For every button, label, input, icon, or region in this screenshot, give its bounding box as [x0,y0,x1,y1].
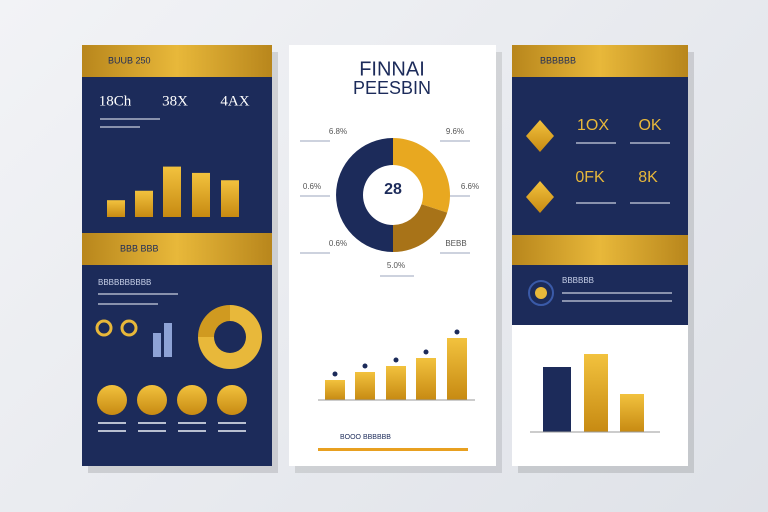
label: 0.6% [329,239,347,248]
text-line [100,118,160,120]
bar [107,200,125,217]
diamond-icon [526,181,554,213]
ring-icon [95,319,113,337]
point [332,371,338,377]
donut-center: 28 [384,181,402,198]
text-line [98,293,178,295]
gold-circle [137,385,167,415]
stat: 1OX [577,117,609,134]
stat: 18Ch [99,93,132,109]
text-line [178,430,206,432]
gold-circle [217,385,247,415]
section-text: BBBBBB [562,276,594,285]
bar [584,354,608,432]
bar [416,358,436,400]
text-line [562,300,672,302]
text-line [178,422,206,424]
text-line [138,422,166,424]
text-line [300,140,330,142]
bar [447,338,467,400]
icon [528,280,554,306]
text-line [576,142,616,144]
section-band [512,235,688,265]
donut-segment [198,305,262,369]
title: FINNAI [359,58,425,80]
bar [163,166,181,217]
label: 6.8% [329,127,347,136]
text-line [100,126,140,128]
text-line [380,275,414,277]
diamond-icon [526,120,554,152]
header-band [82,45,272,77]
bar [543,367,571,432]
point [362,363,368,369]
bar [221,180,239,217]
text-line [300,195,330,197]
label: 5.0% [387,261,405,270]
label: 0.6% [303,182,321,191]
donut-segment [393,204,448,252]
footer: BOOO BBBBBB [340,434,391,441]
point [454,329,460,335]
section-band [82,233,272,265]
donut-segment [336,138,393,252]
stat: OK [638,117,661,134]
text-line [440,140,470,142]
bar [192,172,210,217]
text-line [218,422,246,424]
middle-panel [289,45,496,466]
bar [325,380,345,400]
stat: 8K [638,169,658,186]
text-line [98,422,126,424]
title: PEESBIN [353,78,431,98]
point [423,349,429,355]
bar [355,372,375,400]
section-text: BBB BBB [120,243,159,253]
text-line [440,195,470,197]
point [393,357,399,363]
text-line [630,202,670,204]
text-line [300,252,330,254]
icon [535,287,547,299]
text-line [576,202,616,204]
header-text: BBBBBB [540,55,576,65]
label: BEBB [445,239,466,248]
ring-icon [120,319,138,337]
text-line [138,430,166,432]
header-band [512,45,688,77]
donut-segment [198,305,230,337]
bar [153,333,161,357]
text-line [440,252,470,254]
bar [135,190,153,217]
gold-circle [177,385,207,415]
stat: 0FK [575,169,605,186]
text-line [98,430,126,432]
stat: 4AX [220,93,249,109]
bar [164,323,172,357]
donut-segment [393,138,451,213]
subtitle: BBBBBBBBBB [98,278,151,287]
label: 9.6% [446,127,464,136]
label: 6.6% [461,182,479,191]
gold-circle [97,385,127,415]
text-line [630,142,670,144]
stat: 38X [162,93,188,109]
bar [386,366,406,400]
bar [620,394,644,432]
footer-bar [318,448,468,451]
text-line [562,292,672,294]
header-text: BUUB 250 [108,55,151,65]
text-line [218,430,246,432]
text-line [98,303,158,305]
